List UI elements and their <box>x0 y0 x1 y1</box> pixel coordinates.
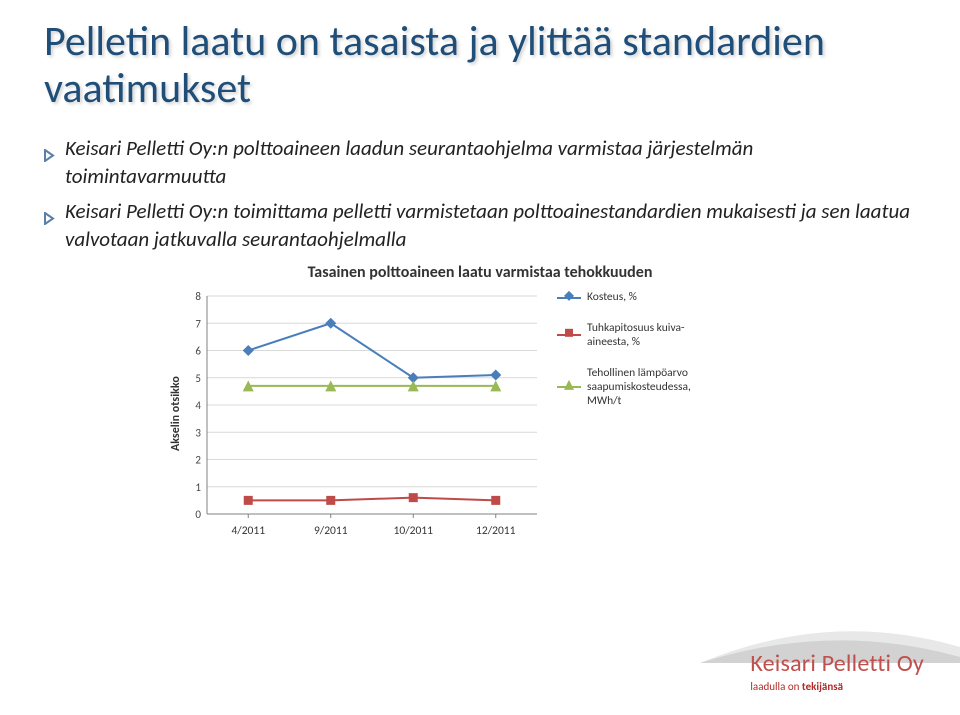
legend-item: Tuhkapitosuus kuiva-aineesta, % <box>557 321 722 350</box>
bullet-text: Keisari Pelletti Oy:n toimittama pellett… <box>65 197 916 254</box>
legend-item: Kosteus, % <box>557 290 722 304</box>
svg-text:7: 7 <box>195 318 201 331</box>
chart-xaxis: 4/20119/201110/201112/2011 <box>207 524 567 538</box>
svg-text:6: 6 <box>195 345 201 358</box>
bullet-item: Keisari Pelletti Oy:n polttoaineen laadu… <box>44 134 916 191</box>
chart-legend: Kosteus, % Tuhkapitosuus kuiva-aineesta, … <box>543 290 722 424</box>
chart: Tasainen polttoaineen laatu varmistaa te… <box>165 263 795 538</box>
chart-title: Tasainen polttoaineen laatu varmistaa te… <box>165 263 795 282</box>
svg-text:1: 1 <box>195 481 201 494</box>
legend-item: Tehollinen lämpöarvo saapumiskosteudessa… <box>557 366 722 409</box>
logo-name: Keisari Pelletti Oy <box>750 649 924 678</box>
chart-plot: 0 1 2 3 4 5 6 7 8 <box>183 290 543 520</box>
legend-label: Tehollinen lämpöarvo saapumiskosteudessa… <box>587 366 722 409</box>
logo: Keisari Pelletti Oy laadulla on tekijäns… <box>750 649 924 693</box>
logo-tagline: laadulla on tekijänsä <box>750 680 924 693</box>
svg-text:8: 8 <box>195 290 201 303</box>
bullet-text: Keisari Pelletti Oy:n polttoaineen laadu… <box>65 134 916 191</box>
bullet-list: Keisari Pelletti Oy:n polttoaineen laadu… <box>44 134 916 253</box>
page-title: Pelletin laatu on tasaista ja ylittää st… <box>44 18 916 112</box>
legend-swatch-icon <box>557 334 581 336</box>
svg-text:3: 3 <box>195 427 201 440</box>
xaxis-label: 12/2011 <box>455 524 538 538</box>
bullet-item: Keisari Pelletti Oy:n toimittama pellett… <box>44 197 916 254</box>
legend-label: Kosteus, % <box>587 290 637 304</box>
chart-ylabel: Akselin otsikko <box>165 290 183 538</box>
bullet-arrow-icon <box>44 141 55 169</box>
svg-text:4: 4 <box>195 399 201 412</box>
legend-swatch-icon <box>557 386 581 388</box>
legend-label: Tuhkapitosuus kuiva-aineesta, % <box>587 321 722 350</box>
legend-swatch-icon <box>557 297 581 299</box>
xaxis-label: 10/2011 <box>372 524 455 538</box>
svg-text:0: 0 <box>195 508 201 520</box>
slide: Pelletin laatu on tasaista ja ylittää st… <box>0 0 960 715</box>
svg-text:2: 2 <box>195 454 201 467</box>
xaxis-label: 9/2011 <box>290 524 373 538</box>
bullet-arrow-icon <box>44 204 55 232</box>
xaxis-label: 4/2011 <box>207 524 290 538</box>
svg-text:5: 5 <box>195 372 201 385</box>
